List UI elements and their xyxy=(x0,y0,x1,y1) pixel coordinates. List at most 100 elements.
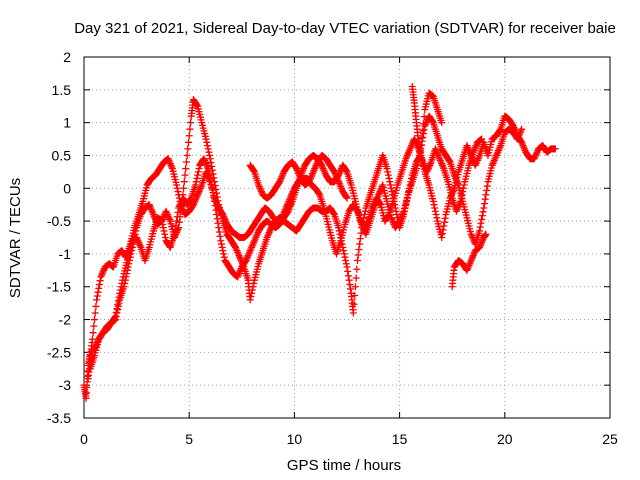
data-point xyxy=(165,214,173,222)
data-point xyxy=(514,133,522,141)
data-point xyxy=(174,188,182,196)
data-point xyxy=(369,202,377,210)
data-point xyxy=(295,170,303,178)
data-point xyxy=(349,309,357,317)
data-point xyxy=(430,201,438,209)
data-point xyxy=(433,148,441,156)
data-point xyxy=(236,253,244,261)
data-point xyxy=(136,242,144,250)
data-point xyxy=(95,284,103,292)
data-point xyxy=(342,260,350,268)
data-point xyxy=(330,209,338,217)
data-point xyxy=(315,190,323,198)
data-point xyxy=(479,208,487,216)
data-point xyxy=(311,165,319,173)
data-point xyxy=(209,170,217,178)
data-point xyxy=(98,270,106,278)
data-point xyxy=(477,219,485,227)
data-point xyxy=(220,253,228,261)
data-point xyxy=(378,183,386,191)
y-tick-label: -1.5 xyxy=(47,279,71,295)
data-point xyxy=(208,184,216,192)
data-point xyxy=(115,293,123,301)
data-point xyxy=(452,176,460,184)
series-track-f xyxy=(408,83,446,156)
data-point xyxy=(93,292,101,300)
data-point xyxy=(392,207,400,215)
data-point xyxy=(396,217,404,225)
data-point xyxy=(396,215,404,223)
data-point xyxy=(464,143,472,151)
data-point xyxy=(249,283,257,291)
data-point xyxy=(451,173,459,181)
data-point xyxy=(94,288,102,296)
data-point xyxy=(423,168,431,176)
data-point xyxy=(247,293,255,301)
data-point xyxy=(305,178,313,186)
data-point xyxy=(432,147,440,155)
data-point xyxy=(386,181,394,189)
data-point xyxy=(494,147,502,155)
data-point xyxy=(468,232,476,240)
data-point xyxy=(433,214,441,222)
data-point xyxy=(477,240,485,248)
data-point xyxy=(464,263,472,271)
data-point xyxy=(196,184,204,192)
data-point xyxy=(419,158,427,166)
data-point xyxy=(93,296,101,304)
data-point xyxy=(221,215,229,223)
data-point xyxy=(159,224,167,232)
data-point xyxy=(219,247,227,255)
data-point xyxy=(163,209,171,217)
data-point xyxy=(250,167,258,175)
data-point xyxy=(203,138,211,146)
data-point xyxy=(520,145,528,153)
data-point xyxy=(431,145,439,153)
data-point xyxy=(404,150,412,158)
data-point xyxy=(193,101,201,109)
data-point xyxy=(351,291,359,299)
data-point xyxy=(389,217,397,225)
data-point xyxy=(332,173,340,181)
data-point xyxy=(515,132,523,140)
data-point xyxy=(212,206,220,214)
data-point xyxy=(235,270,243,278)
data-point xyxy=(533,148,541,156)
data-point xyxy=(147,206,155,214)
data-point xyxy=(471,145,479,153)
data-point xyxy=(420,113,428,121)
data-point xyxy=(376,188,384,196)
data-point xyxy=(343,263,351,271)
data-point xyxy=(263,234,271,241)
data-point xyxy=(201,158,209,166)
data-point xyxy=(332,171,340,179)
data-point xyxy=(431,207,439,215)
data-point xyxy=(311,163,319,171)
data-point xyxy=(293,166,301,174)
data-point xyxy=(161,234,169,241)
data-point xyxy=(243,253,251,261)
data-point xyxy=(459,188,467,196)
data-point xyxy=(250,238,258,246)
data-point xyxy=(438,160,446,168)
data-point xyxy=(98,271,106,279)
data-point xyxy=(218,243,226,251)
data-point xyxy=(470,250,478,258)
data-point xyxy=(419,120,427,128)
data-point xyxy=(335,179,343,187)
data-point xyxy=(470,147,478,155)
data-markers xyxy=(80,83,559,402)
data-point xyxy=(352,274,360,282)
data-point xyxy=(458,191,466,199)
data-point xyxy=(429,118,437,126)
data-point xyxy=(376,200,384,208)
data-point xyxy=(412,165,420,173)
data-point xyxy=(173,217,181,225)
data-point xyxy=(246,247,254,255)
data-point xyxy=(476,223,484,231)
data-point xyxy=(439,163,447,171)
data-point xyxy=(148,207,156,215)
data-point xyxy=(478,212,486,220)
y-tick-label: 0 xyxy=(63,180,71,196)
data-point xyxy=(186,125,194,133)
